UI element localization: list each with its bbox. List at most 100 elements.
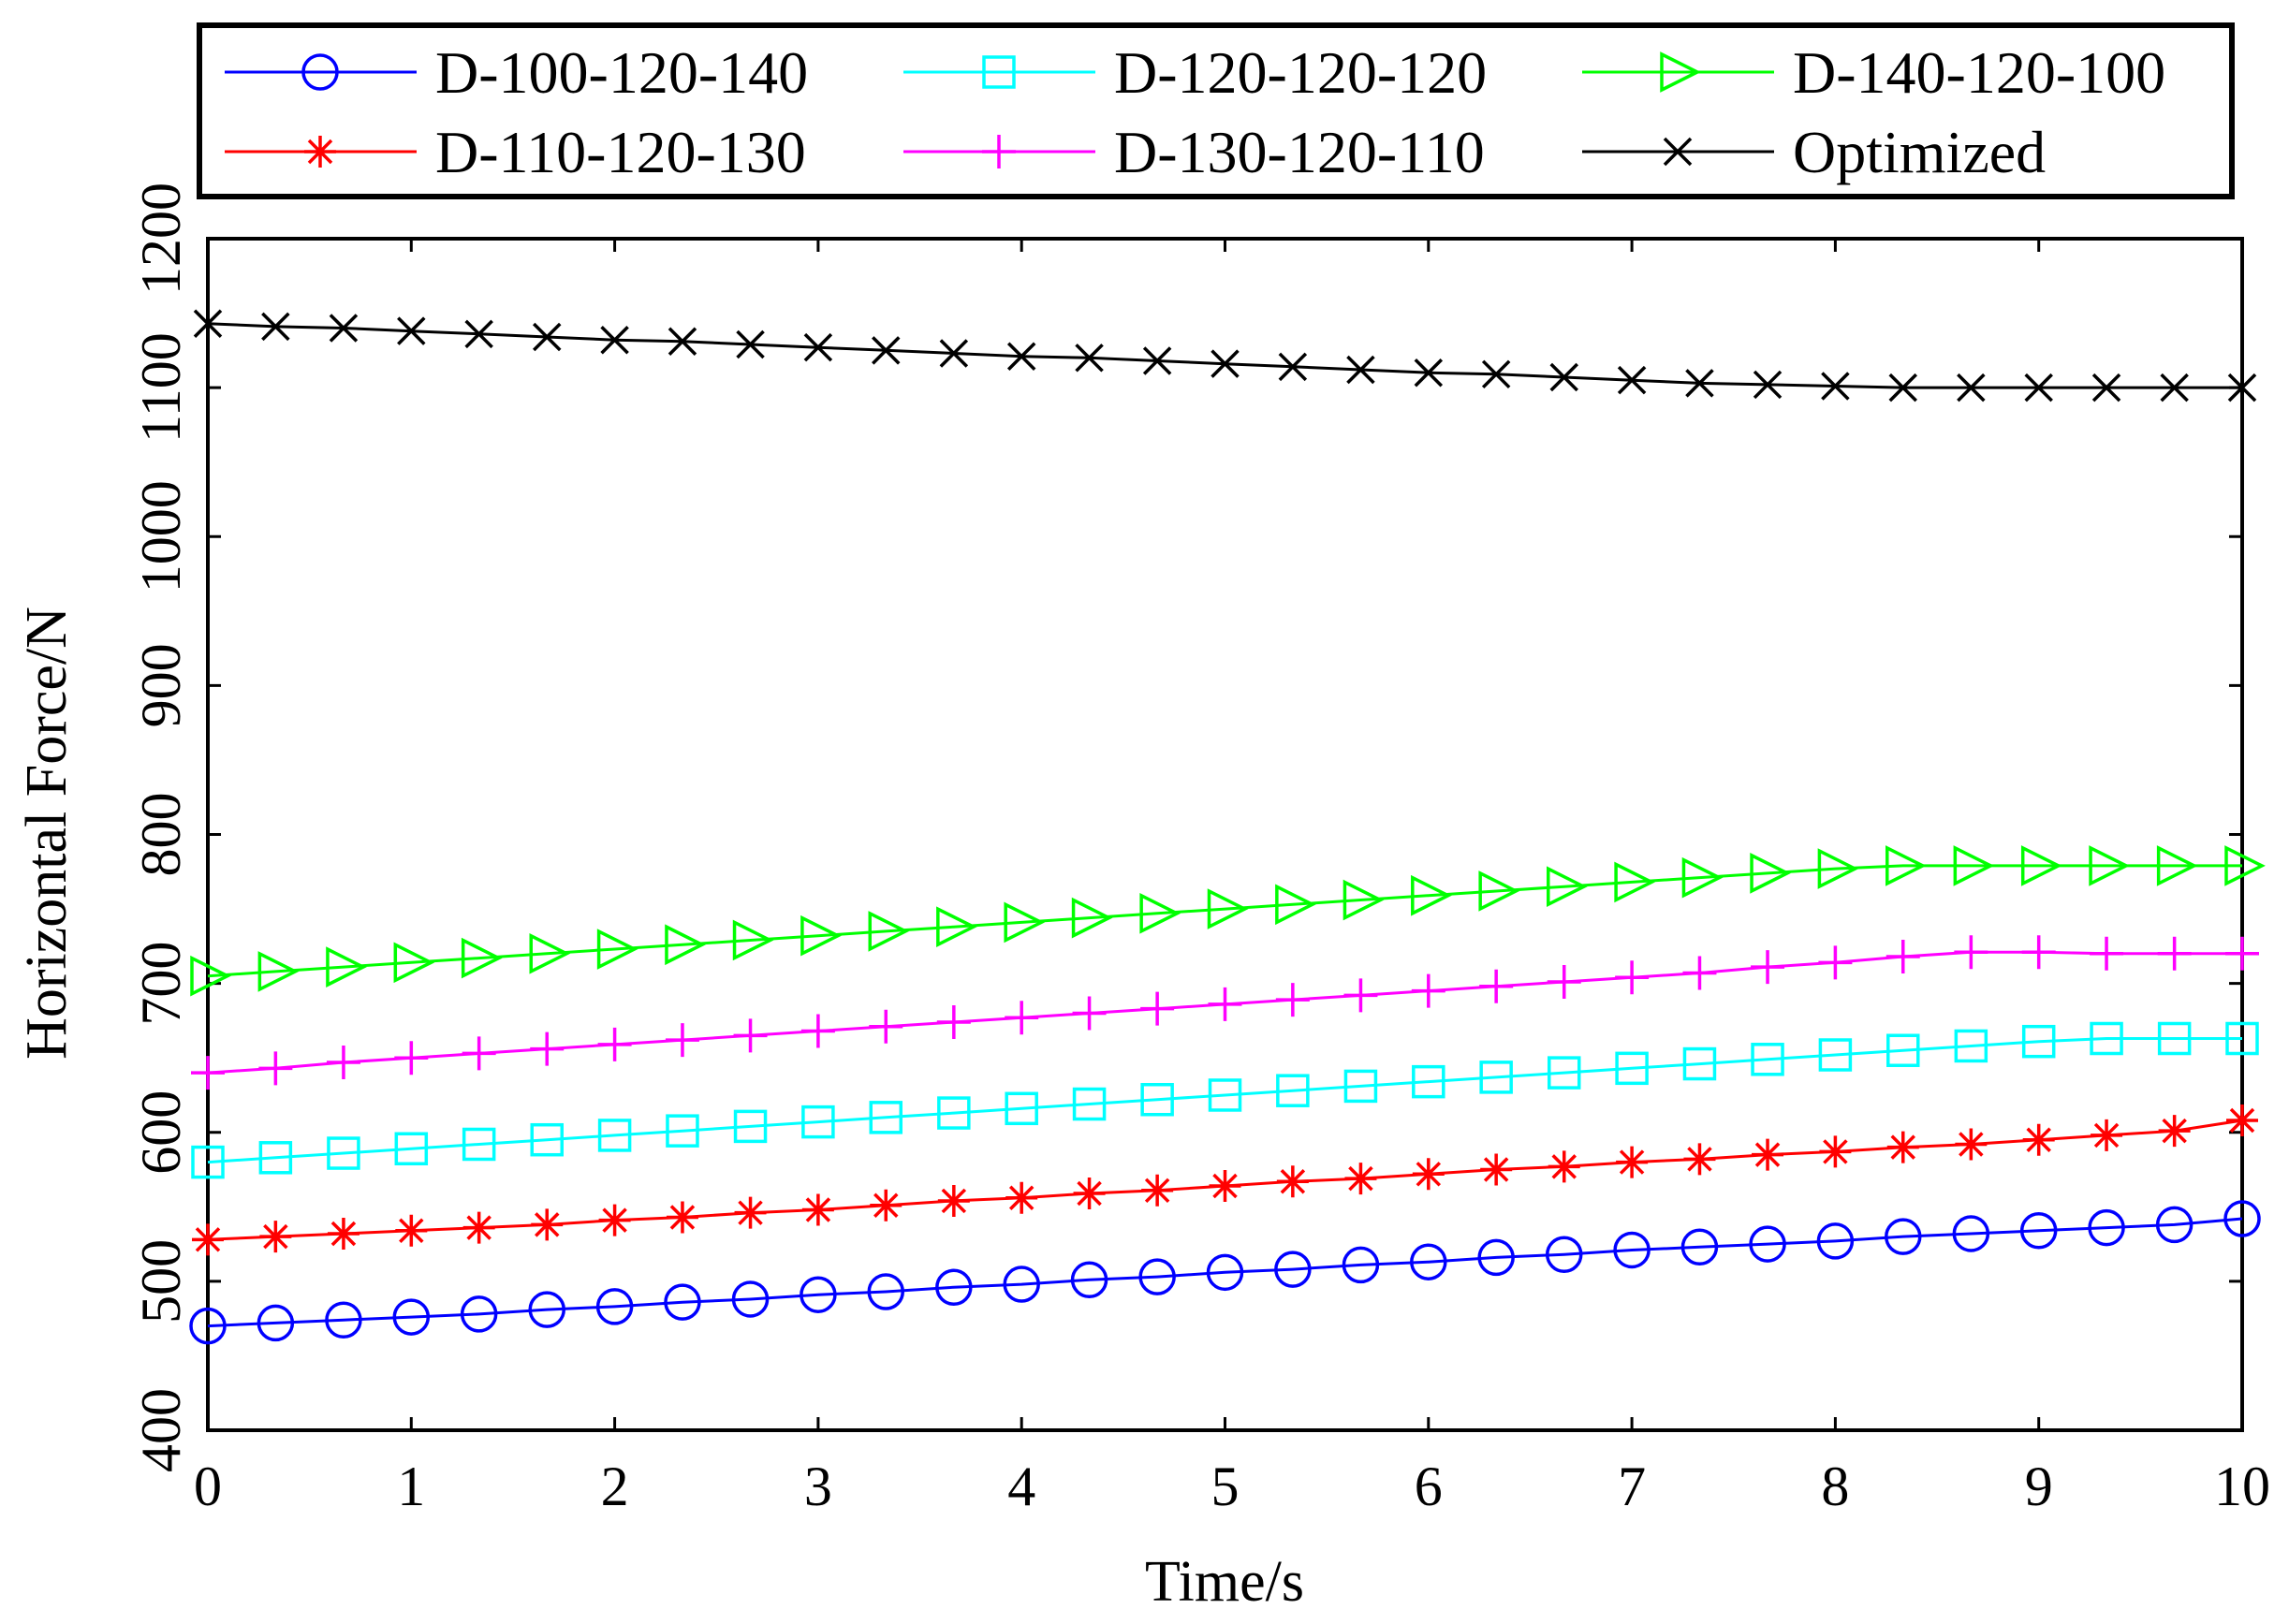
x-tick-label: 9 (2025, 1456, 2053, 1517)
data-point (392, 1298, 431, 1336)
data-point (800, 1014, 835, 1048)
data-point (1276, 1165, 1309, 1198)
data-point (1750, 853, 1791, 894)
data-point (2019, 1212, 2058, 1250)
data-point (1343, 879, 1385, 921)
x-tick-label: 6 (1415, 1456, 1443, 1517)
data-point (327, 1136, 360, 1170)
data-point (2157, 936, 2192, 971)
data-point (1278, 352, 1308, 382)
data-point (1751, 950, 1785, 985)
data-point (2160, 373, 2189, 402)
data-point (597, 1027, 632, 1061)
data-point (1683, 1143, 1716, 1176)
data-point (462, 1036, 496, 1071)
data-point (1075, 344, 1104, 373)
legend-item: D-120-120-120 (903, 39, 1487, 106)
data-point (600, 325, 629, 355)
data-point (1274, 1251, 1312, 1288)
data-point (528, 1291, 565, 1328)
data-point (732, 919, 774, 961)
data-point (1343, 978, 1378, 1013)
data-point (1139, 893, 1181, 934)
legend-label: D-140-120-100 (1793, 39, 2165, 106)
data-point (868, 911, 910, 952)
data-point (1004, 901, 1046, 944)
data-point (2225, 1021, 2259, 1056)
data-point (1206, 1253, 1244, 1292)
data-point (2090, 1021, 2123, 1056)
data-point (257, 951, 300, 992)
data-point (460, 1295, 498, 1333)
data-point (1885, 939, 1920, 973)
data-point (2090, 936, 2124, 971)
legend-label: D-120-120-120 (1114, 39, 1487, 106)
data-point (1412, 1064, 1445, 1099)
data-point (1346, 355, 1375, 385)
data-point (1614, 861, 1656, 903)
legend-marker (982, 135, 1016, 168)
series-D-110-120-130 (192, 1105, 2258, 1256)
data-point (869, 1009, 903, 1044)
data-point (1070, 1261, 1108, 1299)
y-tick-label: 600 (130, 1090, 192, 1175)
data-point (1548, 1150, 1580, 1183)
data-point (394, 1132, 429, 1166)
data-point (2091, 373, 2121, 402)
data-point (1957, 373, 1986, 402)
data-point (395, 1214, 428, 1247)
x-tick-label: 5 (1211, 1456, 1240, 1517)
data-point (596, 929, 638, 970)
series-line (207, 864, 2242, 978)
data-point (801, 1105, 835, 1139)
x-tick-label: 4 (1007, 1456, 1035, 1517)
data-point (189, 1307, 227, 1345)
plot-frame (206, 237, 2244, 1432)
legend-label: D-110-120-130 (435, 119, 806, 185)
data-point (1276, 1074, 1310, 1107)
data-point (1545, 1236, 1583, 1273)
legend-marker (982, 55, 1016, 89)
data-point (1141, 1174, 1174, 1207)
data-point (2022, 1123, 2055, 1156)
legend-label: Optimized (1793, 119, 2046, 185)
data-point (1749, 1225, 1786, 1263)
data-point (937, 1096, 971, 1130)
data-point (394, 1041, 429, 1075)
data-point (1753, 370, 1783, 400)
data-point (461, 937, 503, 979)
data-point (1818, 1038, 1853, 1072)
data-point (325, 1301, 362, 1339)
legend: D-100-120-140 D-120-120-120 D-140-120-100 D… (197, 22, 2235, 199)
data-point (1005, 1001, 1039, 1035)
data-point (1817, 848, 1859, 889)
data-point (1616, 1146, 1649, 1178)
x-tick-label: 8 (1821, 1456, 1849, 1517)
data-point (736, 329, 765, 359)
data-point (1682, 1046, 1717, 1081)
data-point (1546, 866, 1588, 908)
data-point (1412, 1158, 1445, 1191)
data-point (397, 316, 426, 345)
data-point (1411, 874, 1452, 916)
data-point (1885, 1218, 1922, 1255)
data-point (1073, 1177, 1106, 1209)
data-point (937, 1184, 970, 1217)
data-point (1275, 983, 1310, 1017)
data-point (529, 932, 571, 974)
legend-box (197, 22, 2235, 199)
data-point (1209, 1170, 1241, 1203)
data-point (2156, 845, 2198, 886)
data-point (258, 1051, 293, 1086)
data-point (1953, 845, 1995, 886)
data-point (1005, 1091, 1038, 1126)
data-point (2224, 845, 2266, 886)
y-axis-title: Horizontal Force/N (15, 607, 79, 1060)
data-point (2226, 1105, 2258, 1137)
data-point (1885, 845, 1927, 886)
data-point (192, 1223, 224, 1256)
data-point (668, 327, 697, 357)
data-point (2157, 1021, 2192, 1056)
data-point (598, 1204, 631, 1236)
